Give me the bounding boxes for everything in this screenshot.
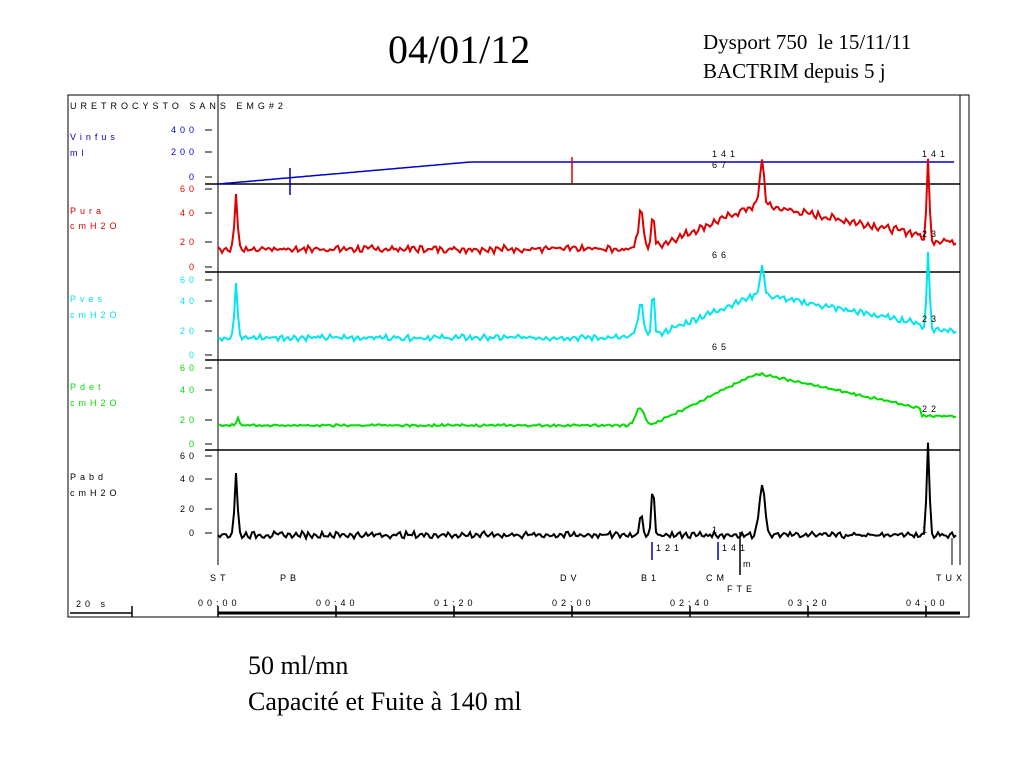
value-readout-label: 1 <box>922 525 931 535</box>
study-note-line: 50 ml/mn <box>248 651 349 680</box>
value-readout-label: 141 <box>922 149 949 159</box>
event-label: FTE <box>727 584 756 594</box>
channel-name-label: Vinfus <box>70 132 119 142</box>
scale-tick-label: 400 <box>171 125 198 135</box>
time-scale-label: 20 s <box>76 599 109 609</box>
value-readout-label: 23 <box>922 229 940 239</box>
event-label: DV <box>560 573 581 583</box>
value-readout-label: 67 <box>712 160 730 170</box>
pves-trace <box>217 252 957 344</box>
scale-tick-label: 40 <box>180 208 198 218</box>
scale-tick-label: 20 <box>180 237 198 247</box>
treatment-notes: Dysport 750 le 15/11/11 BACTRIM depuis 5… <box>703 28 911 86</box>
pura-trace <box>217 158 957 257</box>
scale-tick-label: 60 <box>180 184 198 194</box>
treatment-note-line: Dysport 750 le 15/11/11 <box>703 30 912 54</box>
event-value-label: m <box>743 559 755 569</box>
scale-tick-label: 60 <box>180 451 198 461</box>
scale-tick-label: 200 <box>171 147 198 157</box>
scale-tick-label: 20 <box>180 326 198 336</box>
value-readout-label: 65 <box>712 342 730 352</box>
scale-tick-label: 0 <box>189 439 198 449</box>
channel-unit-label: cmH2O <box>70 221 121 231</box>
event-label: PB <box>280 573 300 583</box>
event-value-label: 141 <box>722 543 749 553</box>
pabd-trace <box>217 442 957 542</box>
event-label: TUX <box>936 573 966 583</box>
study-note-line: Capacité et Fuite à 140 ml <box>248 687 522 716</box>
time-tick-label: 01:20 <box>434 598 477 608</box>
channel-unit-label: cmH2O <box>70 398 121 408</box>
event-value-label: 121 <box>656 543 683 553</box>
pdet-trace <box>217 371 957 429</box>
value-readout-label: 1 <box>712 525 721 535</box>
channel-unit-label: ml <box>70 148 88 158</box>
scale-tick-label: 60 <box>180 275 198 285</box>
value-readout-label: 66 <box>712 250 730 260</box>
scale-tick-label: 20 <box>180 504 198 514</box>
channel-name-label: Pura <box>70 206 105 216</box>
scale-tick-label: 0 <box>189 350 198 360</box>
channel-unit-label: cmH2O <box>70 310 121 320</box>
value-readout-label: 23 <box>922 314 940 324</box>
scale-tick-label: 20 <box>180 415 198 425</box>
scale-tick-label: 60 <box>180 363 198 373</box>
channel-name-label: Pdet <box>70 382 105 392</box>
event-label: ST <box>210 573 230 583</box>
scale-tick-label: 0 <box>189 528 198 538</box>
scale-tick-label: 40 <box>180 296 198 306</box>
treatment-note-line: BACTRIM depuis 5 j <box>703 59 886 83</box>
page-title: 04/01/12 <box>388 27 531 72</box>
time-tick-label: 03:20 <box>788 598 831 608</box>
chart-title: URETROCYSTO SANS EMG#2 <box>70 101 287 111</box>
time-tick-label: 02:40 <box>670 598 713 608</box>
scale-tick-label: 40 <box>180 474 198 484</box>
scale-tick-label: 0 <box>189 262 198 272</box>
event-label: B1 <box>641 573 660 583</box>
value-readout-label: 141 <box>712 149 739 159</box>
event-label: CM <box>706 573 728 583</box>
channel-unit-label: cmH2O <box>70 488 121 498</box>
channel-name-label: Pves <box>70 294 106 304</box>
channel-name-label: Pabd <box>70 472 107 482</box>
time-tick-label: 04:00 <box>906 598 949 608</box>
scale-tick-label: 0 <box>189 172 198 182</box>
time-tick-label: 00:00 <box>198 598 241 608</box>
time-tick-label: 02:00 <box>552 598 595 608</box>
scale-tick-label: 40 <box>180 385 198 395</box>
chart-frame <box>67 94 970 618</box>
study-notes: 50 ml/mn Capacité et Fuite à 140 ml <box>248 648 522 720</box>
time-tick-label: 00:40 <box>316 598 359 608</box>
vinfus-trace <box>217 161 954 185</box>
value-readout-label: 22 <box>922 404 940 414</box>
